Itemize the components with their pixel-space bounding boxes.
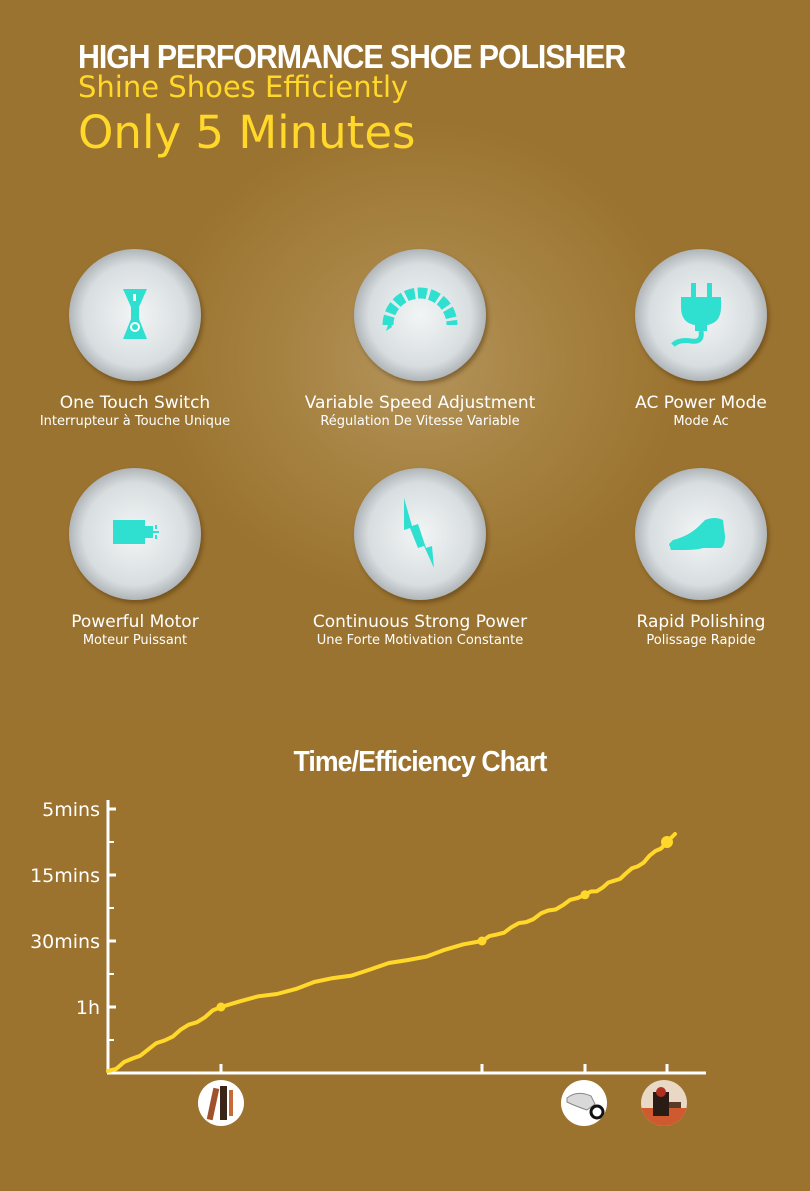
feature-ac-power-mode: AC Power Mode Mode Ac (551, 249, 810, 429)
speed-dial-icon (382, 287, 458, 331)
switch-icon (123, 289, 147, 339)
feature-sublabel: Mode Ac (673, 414, 729, 429)
feature-label: Continuous Strong Power (312, 612, 528, 632)
feature-variable-speed: Variable Speed Adjustment Régulation De … (270, 249, 570, 429)
feature-label: Variable Speed Adjustment (304, 393, 536, 413)
feature-continuous-power: Continuous Strong Power Une Forte Motiva… (270, 468, 570, 648)
feature-rapid-polishing: Rapid Polishing Polissage Rapide (551, 468, 810, 648)
y-tick-label: 15mins (30, 865, 100, 887)
time-efficiency-chart: 5mins 15mins 30mins 1h (30, 799, 706, 1075)
feature-sublabel: Polissage Rapide (646, 633, 756, 648)
feature-sublabel: Moteur Puissant (82, 633, 188, 648)
feature-label: Powerful Motor (71, 612, 199, 632)
feature-powerful-motor: Powerful Motor Moteur Puissant (0, 468, 285, 648)
power-plug-icon (671, 283, 721, 347)
feature-sublabel: Régulation De Vitesse Variable (320, 414, 520, 429)
feature-icon-circle (635, 249, 767, 381)
highlight-text: Only 5 Minutes (78, 106, 416, 159)
feature-one-touch-switch: One Touch Switch Interrupteur à Touche U… (0, 249, 285, 429)
feature-label: One Touch Switch (59, 393, 211, 413)
feature-sublabel: Interrupteur à Touche Unique (39, 414, 231, 429)
feature-label: Rapid Polishing (636, 612, 766, 632)
y-tick-label: 1h (76, 997, 100, 1019)
feature-icon-circle (354, 468, 486, 600)
y-tick-label: 30mins (30, 931, 100, 953)
y-tick-label: 5mins (42, 799, 100, 821)
page-subtitle: Shine Shoes Efficiently (78, 70, 409, 104)
electric-polisher-icon (561, 1080, 607, 1126)
feature-icon-circle (69, 468, 201, 600)
lightning-icon (404, 498, 434, 568)
shoe-icon (669, 518, 725, 550)
feature-icon-circle (69, 249, 201, 381)
efficiency-line (106, 832, 677, 1073)
data-point (477, 936, 487, 946)
chart-title: Time/Efficiency Chart (293, 746, 547, 778)
feature-icon-circle (635, 468, 767, 600)
brush-icon (198, 1080, 244, 1126)
feature-icon-circle (354, 249, 486, 381)
data-point (216, 1002, 226, 1012)
data-point (580, 890, 590, 900)
feature-label: AC Power Mode (635, 393, 767, 413)
shoe-polisher-machine-icon (641, 1080, 687, 1126)
motor-icon (113, 520, 159, 544)
page-title: HIGH PERFORMANCE SHOE POLISHER (78, 38, 626, 75)
feature-sublabel: Une Forte Motivation Constante (316, 633, 524, 648)
data-point (661, 836, 673, 848)
